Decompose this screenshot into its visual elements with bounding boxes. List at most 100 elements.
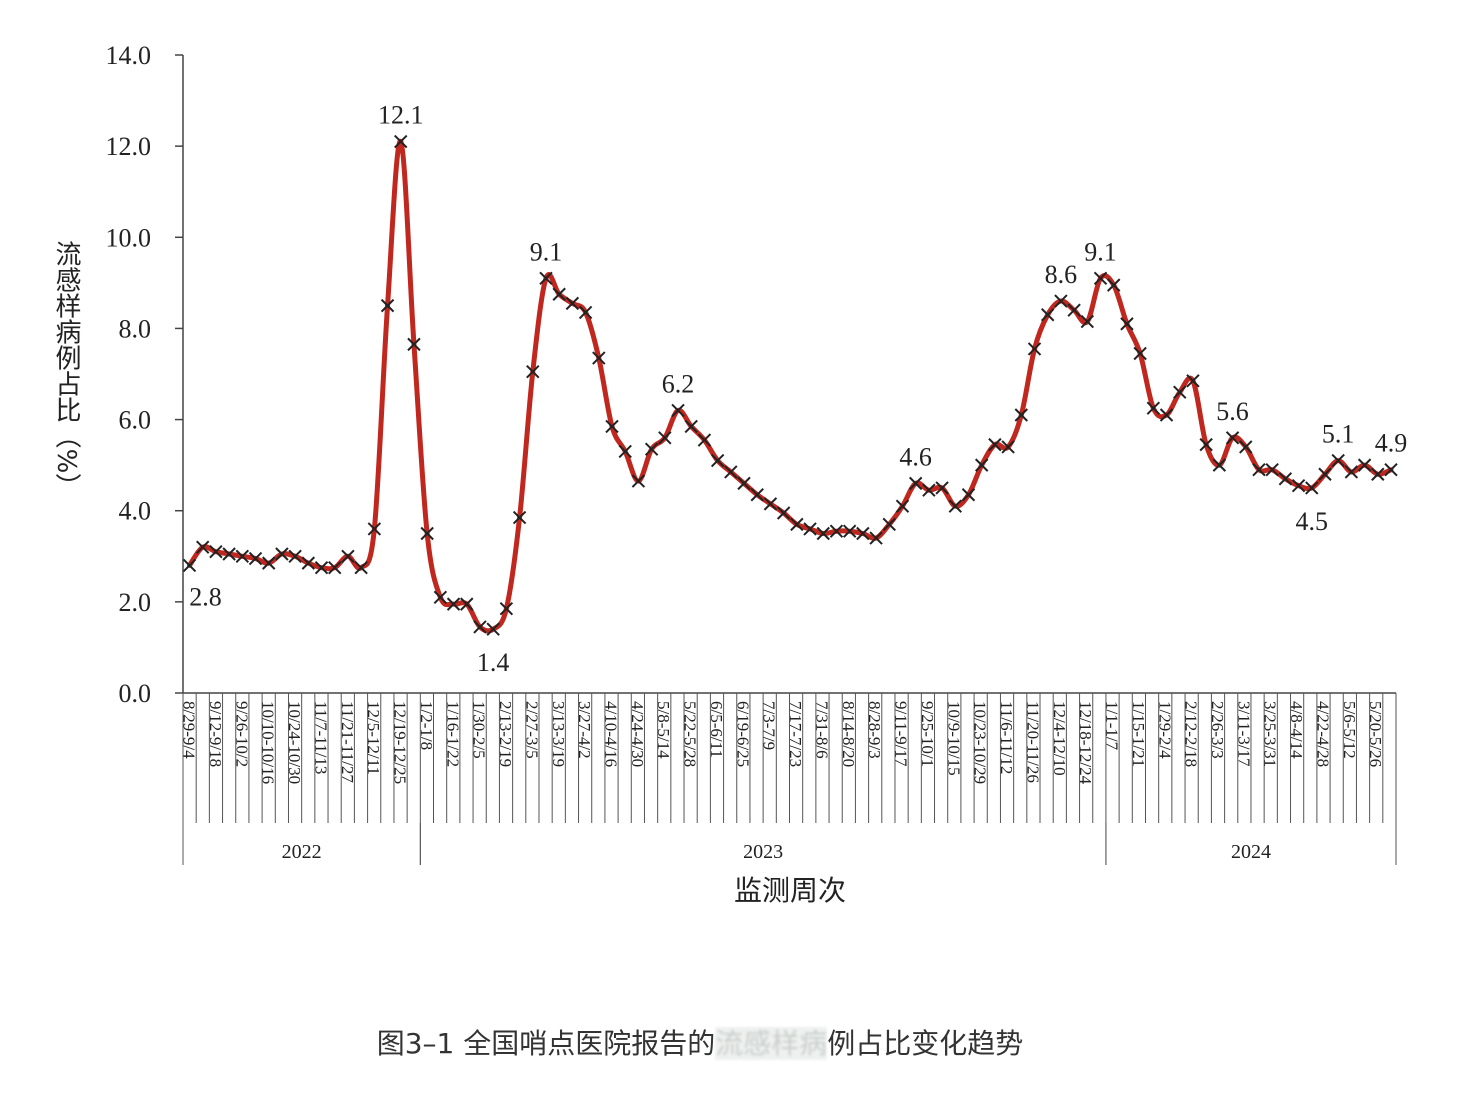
data-point: [1054, 294, 1068, 308]
x-tick-label: 7/3-7/9: [760, 701, 779, 750]
x-tick-label: 12/19-12/25: [391, 701, 410, 784]
data-label: 9.1: [1084, 237, 1117, 266]
data-point: [605, 419, 619, 434]
x-tick-label: 1/16-1/22: [443, 701, 462, 767]
data-label: 8.6: [1045, 260, 1078, 289]
x-tick-label: 1/29-2/4: [1155, 701, 1174, 759]
series-line: [187, 139, 1394, 634]
x-tick-label: 10/10-10/16: [259, 701, 278, 784]
x-tick-label: 5/22-5/28: [681, 701, 700, 767]
data-point: [1384, 462, 1398, 477]
x-tick-label: 11/6-11/12: [997, 701, 1016, 774]
x-tick-label: 7/31-8/6: [812, 701, 831, 759]
caption-part-3: 例占比变化趋势: [827, 1027, 1024, 1060]
data-point: [1133, 346, 1147, 361]
data-point: [209, 545, 223, 559]
x-tick-label: 5/6-5/12: [1340, 701, 1359, 759]
y-tick-label: 10.0: [106, 223, 152, 252]
data-point: [618, 444, 632, 459]
data-point: [578, 305, 593, 320]
data-point: [1107, 278, 1121, 292]
data-point: [1265, 462, 1279, 477]
data-point: [1331, 453, 1345, 468]
data-point: [935, 481, 949, 495]
data-point: [1252, 462, 1266, 477]
x-tick-label: 3/11-3/17: [1234, 701, 1253, 767]
data-point: [1080, 314, 1095, 329]
data-point: [658, 431, 672, 445]
year-label: 2022: [282, 841, 322, 863]
x-tick-label: 9/12-9/18: [206, 701, 225, 767]
data-point: [1212, 458, 1227, 472]
data-point: [1305, 481, 1319, 495]
x-tick-label: 11/7-11/13: [311, 701, 330, 774]
data-point: [288, 549, 302, 563]
x-tick-label: 7/17-7/23: [786, 701, 805, 767]
data-point: [644, 442, 659, 456]
x-tick-label: 4/10-4/16: [602, 701, 621, 767]
data-point: [552, 287, 566, 301]
x-tick-label: 1/30-2/5: [470, 701, 489, 759]
x-tick-label: 5/20-5/26: [1366, 701, 1385, 767]
data-point: [1159, 408, 1174, 422]
data-point: [446, 597, 461, 611]
x-tick-label: 12/5-12/11: [364, 701, 383, 775]
data-labels: 2.812.11.49.16.24.68.69.15.64.55.1 4.9: [189, 101, 1407, 678]
data-point: [314, 560, 329, 575]
x-tick-label: 6/5-6/11: [707, 701, 726, 758]
data-point: [816, 526, 830, 541]
data-point: [301, 556, 316, 570]
x-tick-label: 2/12-2/18: [1182, 701, 1201, 767]
data-point: [182, 558, 197, 573]
x-tick-label: 2/13-2/19: [496, 701, 515, 767]
x-tick-label: 2/26-3/3: [1208, 701, 1227, 759]
data-point: [961, 488, 976, 502]
x-tick-label: 6/19-6/25: [733, 701, 752, 767]
data-point: [473, 620, 487, 634]
x-tick-label: 9/11-9/17: [892, 701, 911, 767]
data-label: 5.6: [1216, 397, 1249, 426]
caption-part-1: 图3–1 全国哨点医院报告的: [376, 1027, 716, 1060]
data-label: 2.8: [189, 582, 222, 611]
data-point: [882, 517, 896, 532]
y-tick-label: 6.0: [119, 406, 152, 435]
data-label: 6.2: [662, 369, 695, 398]
data-point: [776, 506, 791, 520]
data-point: [526, 365, 540, 379]
y-tick-label: 12.0: [106, 132, 152, 161]
series-path: [187, 139, 1394, 634]
data-label: 1.4: [477, 648, 510, 677]
data-point: [1041, 308, 1055, 322]
data-point: [1173, 385, 1187, 399]
x-tick-label: 8/14-8/20: [839, 701, 858, 767]
data-point: [354, 560, 368, 575]
y-axis: 0.0 2.0 4.0 6.0 8.0 10.0 12.0 14.0: [106, 41, 184, 708]
data-point: [671, 403, 685, 418]
data-point: [631, 474, 646, 488]
x-tick-label: 1/1-1/7: [1103, 701, 1122, 751]
data-point: [1001, 440, 1015, 454]
data-point: [856, 526, 870, 541]
y-tick-label: 0.0: [119, 679, 152, 708]
data-point: [1014, 408, 1029, 422]
x-tick-label: 4/24-4/30: [628, 701, 647, 767]
x-tick-label: 4/8-4/14: [1287, 701, 1306, 759]
data-point: [222, 547, 236, 561]
data-point: [1371, 467, 1385, 481]
data-point: [195, 540, 210, 554]
caption-part-2-blurred: 流感样病: [715, 1027, 828, 1060]
data-point: [499, 601, 514, 616]
data-label: 4.9: [1375, 429, 1408, 458]
data-point: [341, 549, 355, 563]
data-point: [1146, 401, 1161, 415]
x-tick-label: 11/21-11/27: [338, 701, 357, 783]
y-axis-title: 流感样病例占比（%）: [51, 241, 81, 500]
data-point: [829, 524, 844, 538]
data-point: [922, 483, 936, 497]
x-tick-label: 9/26-10/2: [232, 701, 251, 767]
x-axis-title: 监测周次: [734, 874, 846, 907]
year-label: 2024: [1231, 841, 1271, 863]
data-label: 9.1: [530, 237, 563, 266]
x-axis: 8/29-9/4 9/12-9/18 9/26-10/2 10/10-10/16 10/…: [180, 692, 1397, 865]
data-point: [684, 419, 698, 434]
